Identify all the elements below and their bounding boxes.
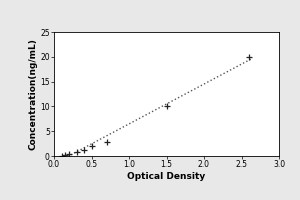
X-axis label: Optical Density: Optical Density	[128, 172, 206, 181]
Y-axis label: Concentration(ng/mL): Concentration(ng/mL)	[28, 38, 38, 150]
